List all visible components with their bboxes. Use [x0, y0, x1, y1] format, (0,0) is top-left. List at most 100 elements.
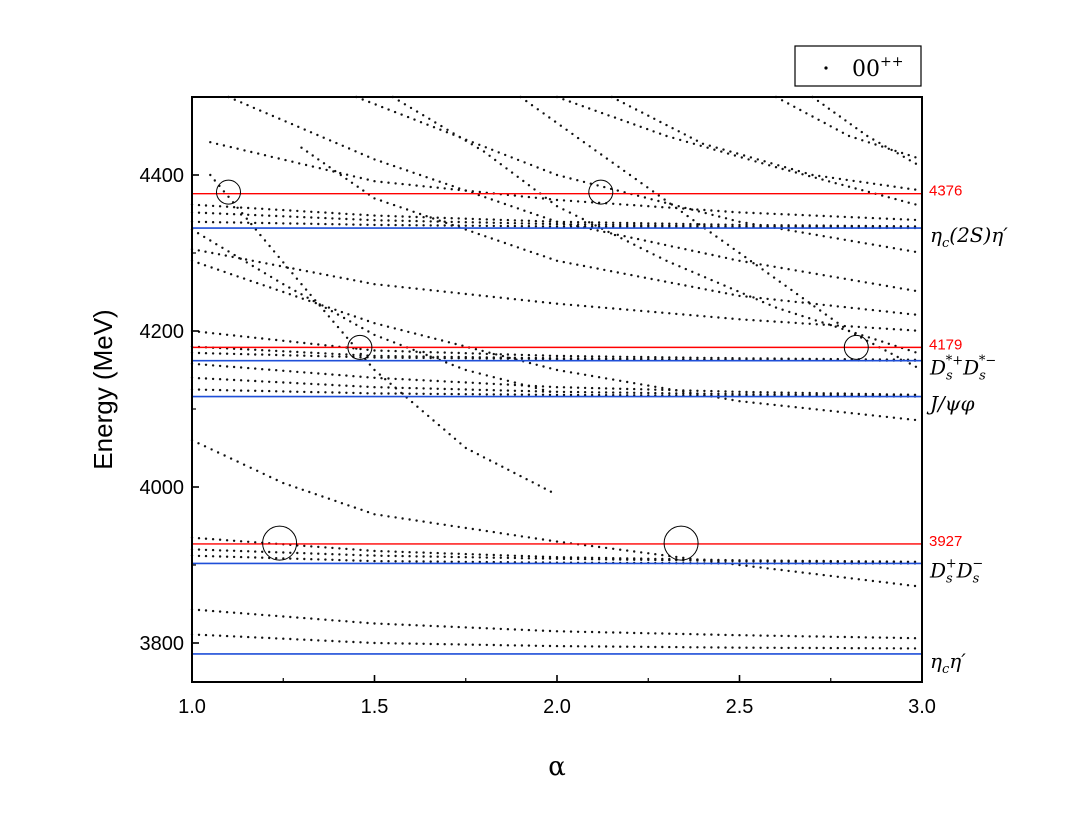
data-point [607, 230, 610, 234]
data-point [731, 317, 734, 320]
series-17 [190, 259, 917, 422]
data-point [443, 428, 446, 431]
data-point [899, 311, 903, 315]
data-point [211, 377, 215, 381]
data-point [523, 248, 526, 251]
data-point [658, 132, 662, 135]
data-point [815, 408, 818, 411]
data-point [794, 560, 797, 563]
data-point [661, 645, 664, 649]
data-point [841, 183, 844, 187]
data-point [738, 259, 741, 262]
data-point [640, 645, 643, 648]
data-point [394, 349, 397, 353]
data-point [345, 620, 348, 623]
data-point [495, 462, 498, 465]
data-point [636, 194, 640, 197]
data-point [328, 139, 332, 142]
data-point [422, 114, 425, 117]
data-point [513, 219, 517, 222]
highlight-circle-1 [588, 179, 614, 205]
data-point [499, 556, 502, 559]
data-point [596, 184, 599, 187]
data-point [861, 189, 864, 192]
data-point [409, 106, 413, 110]
data-point [197, 203, 201, 207]
data-point [387, 377, 390, 380]
data-point [829, 275, 832, 278]
data-point [289, 637, 292, 641]
data-point [718, 215, 721, 218]
data-point [661, 222, 664, 225]
data-point [857, 241, 860, 244]
data-point [338, 384, 341, 387]
data-point [335, 141, 338, 145]
data-point [850, 224, 853, 228]
data-point [380, 641, 383, 645]
data-point [415, 519, 418, 522]
data-point [464, 388, 467, 391]
data-point [864, 216, 867, 219]
threshold-label-jpsi-phi: J/ψφ [926, 392, 974, 416]
data-point [507, 468, 510, 471]
data-point [482, 456, 486, 459]
x-tick-label: 2.5 [726, 696, 754, 718]
data-point [885, 327, 889, 330]
data-point [380, 622, 383, 625]
data-point [819, 309, 822, 312]
data-point [471, 224, 474, 227]
data-point [613, 116, 617, 119]
data-point [485, 627, 488, 630]
data-point [821, 321, 824, 324]
data-point [604, 546, 608, 550]
data-point [794, 230, 797, 233]
data-point [536, 252, 539, 256]
data-point [221, 246, 224, 249]
data-point [871, 243, 875, 246]
data-point [717, 316, 720, 319]
data-point [464, 643, 467, 646]
data-point [366, 223, 369, 226]
data-point [709, 231, 712, 234]
data-point [609, 232, 613, 235]
data-point [345, 547, 348, 551]
data-point [742, 292, 745, 295]
data-point [777, 164, 780, 167]
data-point [787, 405, 790, 408]
data-point [485, 374, 488, 377]
data-point [902, 155, 905, 158]
data-point [855, 127, 858, 130]
data-point [346, 277, 349, 281]
data-point [590, 630, 594, 634]
data-point [408, 551, 411, 554]
data-point [450, 387, 453, 391]
data-point [282, 350, 285, 353]
data-point [661, 358, 664, 361]
series-1 [190, 608, 917, 640]
x-tick-label: 3.0 [908, 696, 936, 718]
data-point [686, 214, 689, 218]
data-point [623, 235, 626, 238]
data-point [523, 161, 526, 164]
data-point [716, 281, 720, 284]
data-point [310, 210, 313, 213]
data-point [857, 325, 860, 329]
data-point [232, 206, 236, 209]
data-point [823, 121, 826, 125]
data-point [289, 615, 292, 619]
data-point [275, 614, 278, 618]
data-point [254, 613, 257, 616]
data-point [318, 304, 321, 307]
data-point [815, 224, 818, 227]
data-point [418, 351, 422, 354]
data-point [510, 171, 514, 174]
data-point [808, 232, 811, 235]
data-point [744, 255, 747, 259]
data-point [303, 552, 306, 555]
data-point [380, 323, 383, 327]
data-point [860, 130, 863, 134]
data-point [801, 224, 804, 227]
data-point [633, 357, 636, 361]
data-point [822, 214, 825, 218]
data-point [612, 223, 615, 227]
